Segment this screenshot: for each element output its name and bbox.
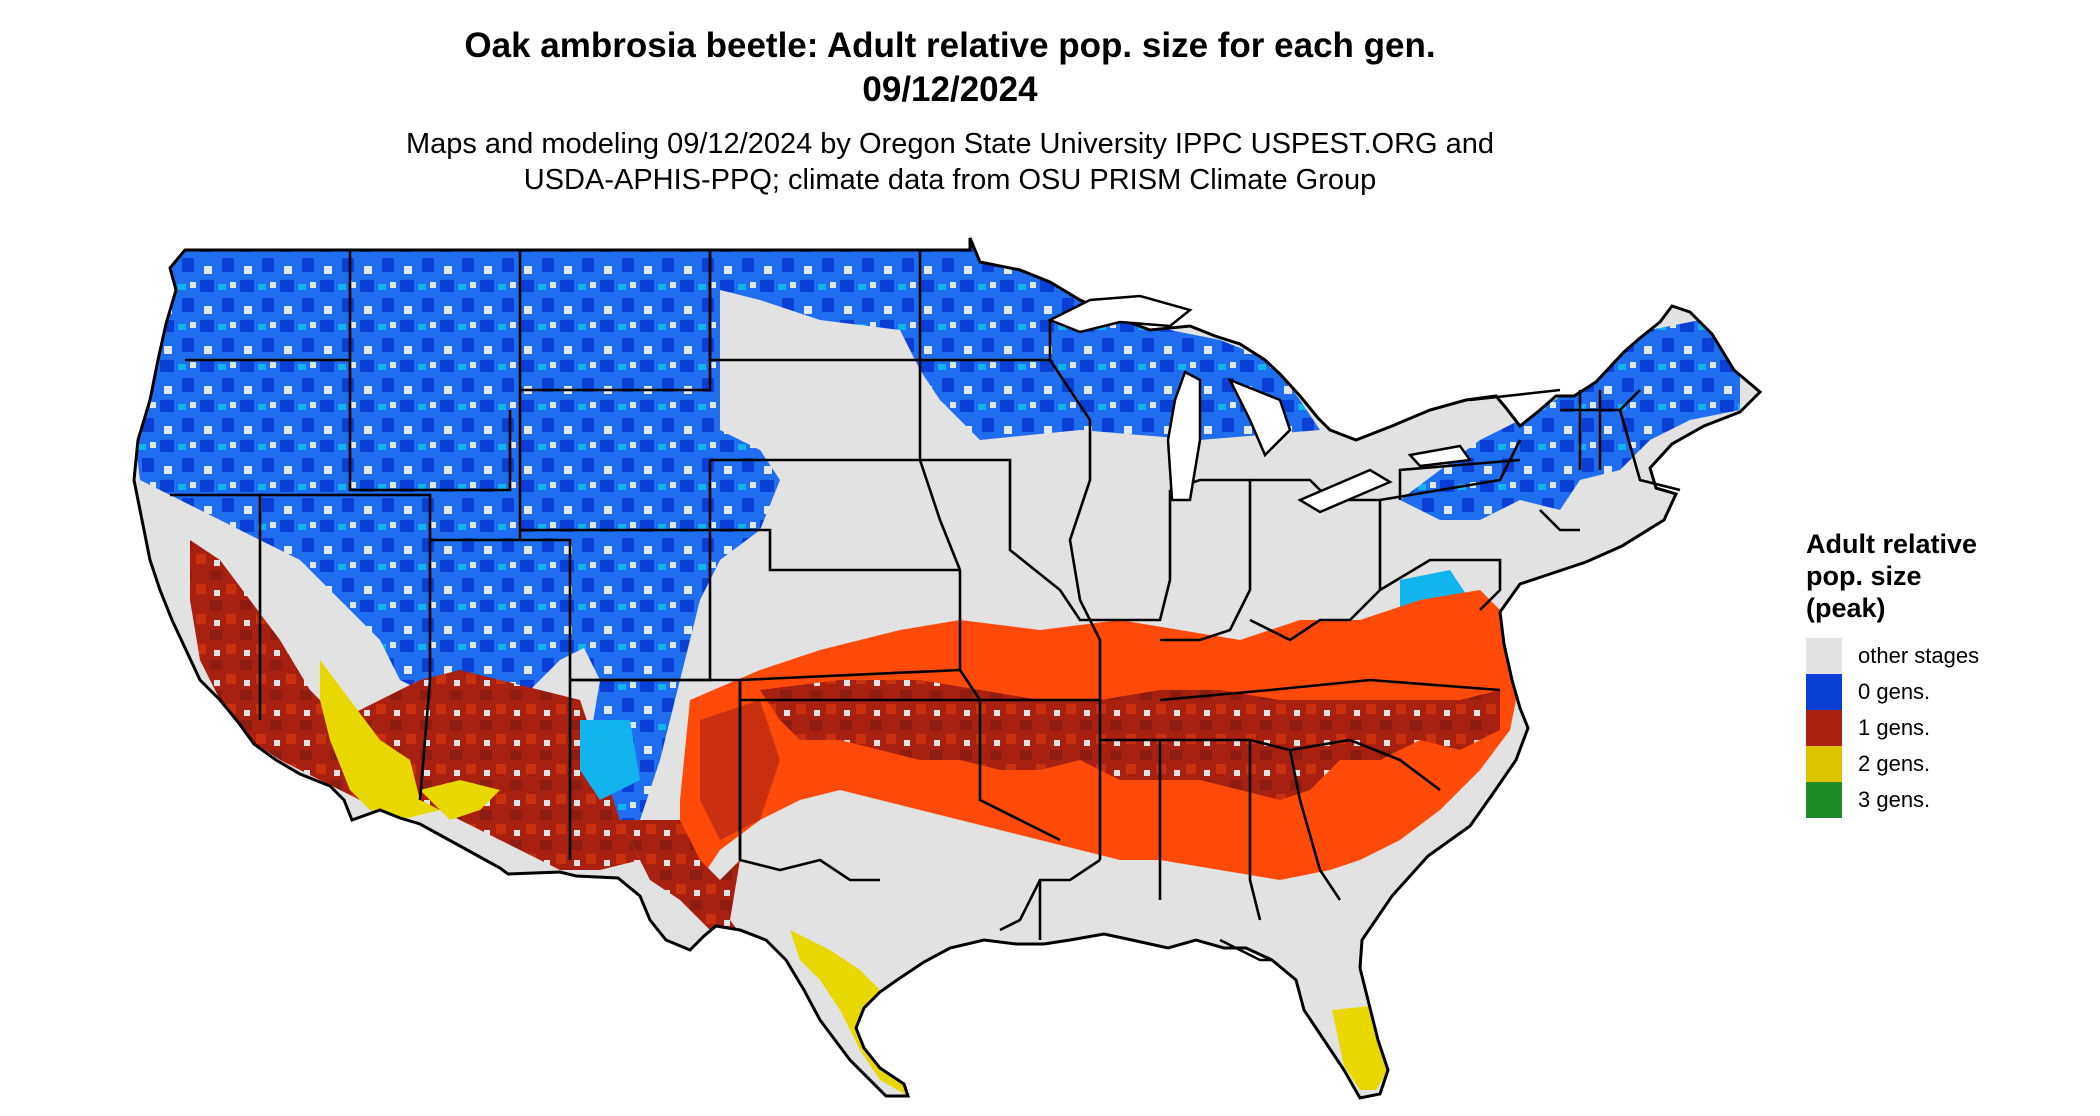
- legend-swatch: [1806, 674, 1842, 710]
- legend: Adult relative pop. size (peak) other st…: [1806, 528, 2066, 818]
- legend-label: other stages: [1858, 643, 1980, 668]
- legend-item-other-stages: other stages: [1806, 638, 2066, 674]
- zone-2-gens-arizona: [420, 780, 500, 820]
- legend-label: 0 gens.: [1858, 679, 1931, 704]
- state-borders: [170, 248, 1681, 962]
- map-credit-line-2: USDA-APHIS-PPQ; climate data from OSU PR…: [523, 164, 1377, 196]
- great-lakes: [1046, 294, 1473, 514]
- lake-superior: [1046, 294, 1193, 334]
- legend-swatch: [1806, 710, 1842, 746]
- legend-item-2-gens: 2 gens.: [1806, 746, 2066, 782]
- legend-item-3-gens: 3 gens.: [1806, 782, 2066, 818]
- lake-erie: [1297, 468, 1393, 514]
- map-credit-line-1: Maps and modeling 09/12/2024 by Oregon S…: [405, 128, 1495, 160]
- legend-label: 1 gens.: [1858, 715, 1931, 740]
- legend-title-line-2: pop. size: [1806, 561, 1922, 591]
- zone-1-gens-southwest: [190, 540, 640, 870]
- zone-2-gens-desert: [320, 660, 440, 820]
- legend-title-line-1: Adult relative: [1806, 529, 1978, 559]
- lake-ontario: [1407, 444, 1473, 468]
- legend-label: 2 gens.: [1858, 751, 1931, 776]
- legend-item-1-gens: 1 gens.: [1806, 710, 2066, 746]
- legend-swatch: [1806, 746, 1842, 782]
- zone-0-gens-arizona-highlands: [580, 720, 640, 800]
- legend-item-0-gens: 0 gens.: [1806, 674, 2066, 710]
- lake-huron: [1227, 377, 1292, 458]
- map-title: Oak ambrosia beetle: Adult relative pop.…: [464, 26, 1436, 65]
- zone-0-gens-northeast: [1400, 320, 1740, 520]
- map-date: 09/12/2024: [862, 70, 1038, 109]
- legend-title-line-3: (peak): [1806, 593, 1886, 623]
- legend-label: 3 gens.: [1858, 787, 1931, 812]
- lake-michigan: [1166, 370, 1202, 502]
- legend-swatch: [1806, 638, 1842, 674]
- legend-swatch: [1806, 782, 1842, 818]
